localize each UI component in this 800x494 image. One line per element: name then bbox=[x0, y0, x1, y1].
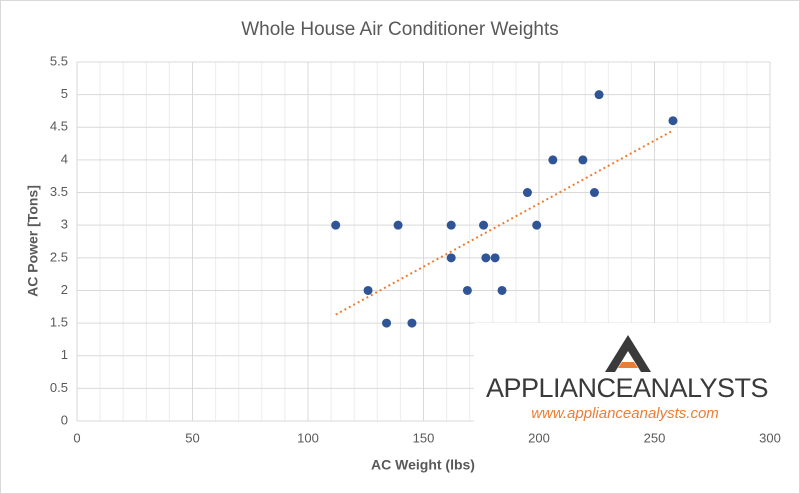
x-tick-label: 250 bbox=[644, 430, 666, 445]
point bbox=[462, 285, 472, 295]
y-tick-label: 1 bbox=[61, 347, 68, 362]
y-tick-label: 2 bbox=[61, 282, 68, 297]
point bbox=[446, 220, 456, 230]
point bbox=[522, 188, 532, 198]
y-tick-label: 2.5 bbox=[50, 249, 68, 264]
point bbox=[407, 318, 417, 328]
point bbox=[363, 285, 373, 295]
y-tick-label: 0 bbox=[61, 412, 68, 427]
grid: 0 0.5 1 1.5 2 2.5 3 3.5 4 4.5 5 5.5 0 50 100 150 200 250 3… bbox=[50, 53, 781, 445]
point bbox=[497, 285, 507, 295]
y-axis-label: AC Power [Tons] bbox=[25, 185, 41, 297]
y-tick-label: 5 bbox=[61, 86, 68, 101]
x-axis-label: AC Weight (lbs) bbox=[371, 457, 475, 473]
logo-icon bbox=[605, 335, 651, 372]
trendline bbox=[335, 129, 674, 316]
logo: APPLIANCEANALYSTS www.applianceanalysts.… bbox=[474, 323, 780, 431]
point bbox=[578, 155, 588, 165]
y-tick-label: 3.5 bbox=[50, 184, 68, 199]
x-tick-label: 200 bbox=[528, 430, 550, 445]
point bbox=[548, 155, 558, 165]
point bbox=[594, 90, 604, 100]
y-tick-label: 1.5 bbox=[50, 315, 68, 330]
chart-title: Whole House Air Conditioner Weights bbox=[241, 19, 559, 40]
y-tick-label: 3 bbox=[61, 217, 68, 232]
point bbox=[490, 253, 500, 263]
x-tick-label: 0 bbox=[73, 430, 80, 445]
point bbox=[668, 116, 678, 126]
x-tick-label: 50 bbox=[185, 430, 199, 445]
point bbox=[331, 220, 341, 230]
point bbox=[393, 220, 403, 230]
y-tick-label: 4.5 bbox=[50, 119, 68, 134]
logo-url: www.applianceanalysts.com bbox=[531, 405, 719, 422]
y-tick-label: 0.5 bbox=[50, 380, 68, 395]
point bbox=[382, 318, 392, 328]
x-tick-label: 100 bbox=[297, 430, 319, 445]
point bbox=[479, 220, 489, 230]
y-tick-label: 4 bbox=[61, 151, 68, 166]
point bbox=[532, 220, 542, 230]
logo-accent bbox=[618, 362, 638, 368]
point bbox=[446, 253, 456, 263]
y-tick-label: 5.5 bbox=[50, 53, 68, 68]
x-tick-label: 150 bbox=[413, 430, 435, 445]
logo-name: APPLIANCEANALYSTS bbox=[486, 373, 768, 403]
marks bbox=[331, 90, 678, 328]
point bbox=[589, 188, 599, 198]
x-tick-label: 300 bbox=[759, 430, 781, 445]
point bbox=[481, 253, 491, 263]
